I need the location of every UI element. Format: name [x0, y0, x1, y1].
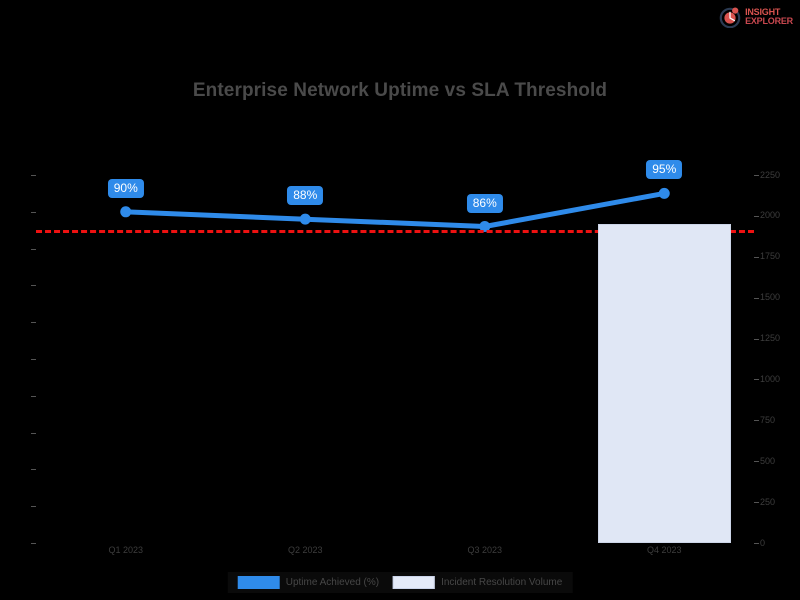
y-axis-left-tick-mark [31, 211, 36, 213]
line-data-point[interactable] [299, 213, 311, 225]
plot-area: 100%90%80%70%60%50%40%30%20%10%0%2250200… [31, 160, 780, 555]
y-axis-right-tick-mark [754, 175, 759, 176]
y-axis-left-tick-mark [31, 506, 36, 508]
y-axis-left-tick-mark [31, 322, 36, 324]
y-axis-right-tick-label: 250 [760, 496, 776, 507]
y-axis-left-tick-mark [31, 432, 36, 434]
y-axis-right-tick-label: 750 [760, 414, 776, 425]
y-axis-left-tick-mark [31, 543, 36, 544]
y-axis-right-tick-mark [754, 297, 759, 299]
line-swatch-icon [237, 576, 280, 589]
data-point-label: 88% [287, 186, 324, 206]
data-point-label: 95% [646, 160, 683, 180]
x-axis-tick-label: Q4 2023 [646, 545, 682, 555]
data-point-label: 90% [107, 178, 144, 198]
y-axis-left-tick-mark [31, 285, 36, 287]
y-axis-right-tick-label: 2000 [760, 210, 781, 221]
y-axis-right-tick-label: 1000 [760, 373, 781, 384]
legend-item-bar[interactable]: Incident Resolution Volume [393, 576, 562, 589]
line-path [123, 190, 667, 229]
y-axis-right-tick-mark [754, 338, 759, 340]
circular-target-icon [719, 6, 741, 29]
logo-line-1: INSIGHT [745, 7, 781, 17]
y-axis-left-tick-mark [31, 359, 36, 360]
y-axis-right-tick-mark [754, 379, 759, 381]
line-series [120, 187, 670, 233]
y-axis-right-tick-mark [754, 502, 759, 504]
y-axis-left-tick-mark [31, 469, 36, 471]
y-axis-right-tick-mark [754, 420, 759, 422]
logo-line-2: EXPLORER [745, 16, 793, 26]
brand-logo: INSIGHT EXPLORER [719, 4, 793, 30]
bar-swatch-icon [393, 576, 436, 589]
y-axis-right-tick-mark [754, 215, 759, 217]
x-axis-tick-label: Q3 2023 [467, 545, 503, 555]
y-axis-left-tick-mark [31, 248, 36, 250]
line-data-point[interactable] [658, 187, 670, 199]
y-axis-right-tick-label: 0 [760, 537, 766, 548]
y-axis-right-tick-mark [754, 256, 759, 258]
chart-title: Enterprise Network Uptime vs SLA Thresho… [192, 80, 608, 101]
legend-label-line: Uptime Achieved (%) [285, 577, 380, 588]
y-axis-right-tick-mark [754, 461, 759, 463]
y-axis-right-tick-mark [754, 543, 759, 544]
bar-column[interactable] [597, 224, 731, 543]
y-axis-left-tick-mark [31, 395, 36, 397]
line-data-point[interactable] [120, 206, 132, 218]
legend-label-bar: Incident Resolution Volume [441, 577, 563, 588]
y-axis-left-tick-mark [31, 175, 36, 176]
legend-item-line[interactable]: Uptime Achieved (%) [237, 576, 380, 589]
data-point-label: 86% [466, 193, 503, 213]
chart-legend: Uptime Achieved (%) Incident Resolution … [227, 572, 573, 593]
y-axis-right-tick-label: 2250 [760, 169, 781, 180]
logo-wordmark: INSIGHT EXPLORER [745, 8, 793, 26]
y-axis-right-tick-label: 1250 [760, 333, 781, 344]
y-axis-right-tick-label: 1500 [760, 292, 781, 303]
y-axis-right-tick-label: 500 [760, 455, 776, 466]
x-axis-tick-label: Q2 2023 [287, 545, 323, 555]
line-data-point[interactable] [479, 221, 491, 233]
sla-threshold-line [36, 230, 754, 234]
x-axis-tick-label: Q1 2023 [108, 545, 144, 555]
y-axis-right-tick-label: 1750 [760, 251, 781, 262]
